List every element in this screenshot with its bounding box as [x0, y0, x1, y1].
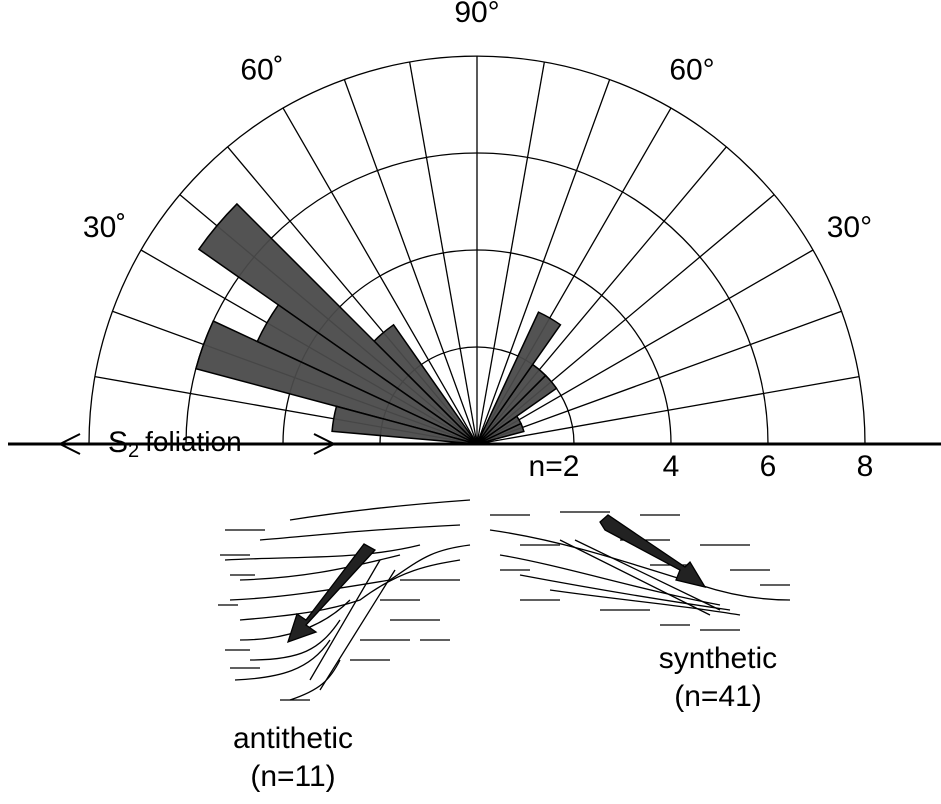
theta-tick-label: 30˚: [83, 211, 126, 244]
theta-tick-label: 30°: [827, 211, 872, 244]
grid-spoke: [282, 107, 478, 445]
foliation-symbol: S: [108, 426, 128, 459]
grid-spoke: [476, 249, 814, 445]
foliation-subscript: 2: [128, 440, 139, 462]
grid-spoke: [476, 79, 611, 445]
rose-wedge: [194, 320, 478, 445]
rose-wedge: [476, 311, 562, 445]
sketch-label: (n=11): [250, 760, 335, 793]
theta-tick-label: 60˚: [240, 54, 283, 87]
synthetic-sketch: [489, 511, 791, 631]
foliation-label: S2 foliation: [108, 426, 242, 462]
grid-spoke: [476, 375, 860, 445]
foliation-word: foliation: [145, 426, 242, 457]
grid-spoke: [408, 61, 478, 445]
r-tick-label: 6: [760, 450, 777, 483]
theta-tick-label: 90°: [454, 0, 499, 29]
r-tick-label: 4: [663, 450, 680, 483]
grid-spoke: [476, 310, 842, 445]
r-tick-label: n=2: [529, 450, 580, 483]
sketch-label: synthetic: [659, 642, 777, 675]
rose-wedge: [197, 202, 478, 445]
r-tick-label: 8: [857, 450, 874, 483]
sketch-label: antithetic: [233, 722, 353, 755]
grid-spoke: [476, 61, 546, 445]
rose-wedge: [331, 405, 478, 445]
grid-spoke: [343, 79, 478, 445]
antithetic-sketch: [218, 499, 471, 701]
theta-tick-label: 60°: [669, 54, 714, 87]
sketch-label: (n=41): [674, 680, 762, 713]
